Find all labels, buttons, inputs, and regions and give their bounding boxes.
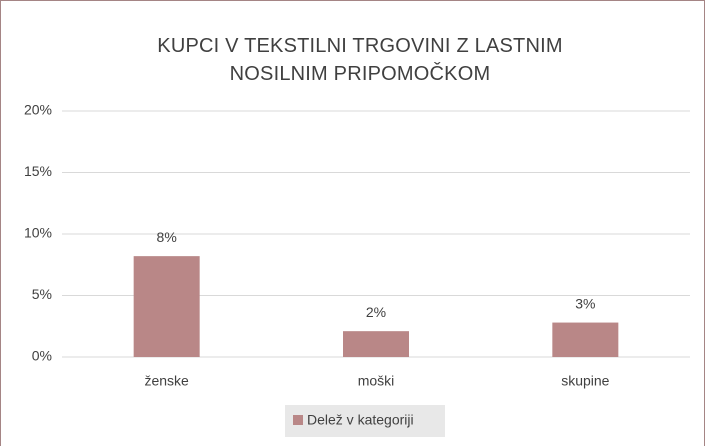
y-tick-label: 15%	[24, 163, 52, 179]
data-label: 3%	[575, 295, 595, 311]
legend-box	[285, 405, 445, 437]
data-label: 2%	[366, 304, 386, 320]
bar	[343, 331, 409, 357]
legend-label: Delež v kategoriji	[307, 412, 414, 428]
bar	[552, 322, 619, 357]
bar	[133, 256, 200, 357]
x-tick-label: moški	[358, 373, 395, 389]
data-label: 8%	[157, 229, 177, 245]
y-tick-label: 20%	[24, 102, 52, 118]
chart-title: KUPCI V TEKSTILNI TRGOVINI Z LASTNIM NOS…	[157, 35, 563, 85]
y-tick-label: 5%	[32, 286, 52, 302]
y-tick-label: 0%	[32, 348, 52, 364]
x-tick-label: ženske	[144, 373, 189, 389]
x-tick-label: skupine	[561, 373, 609, 389]
y-tick-label: 10%	[24, 225, 52, 241]
legend-swatch	[293, 415, 303, 425]
